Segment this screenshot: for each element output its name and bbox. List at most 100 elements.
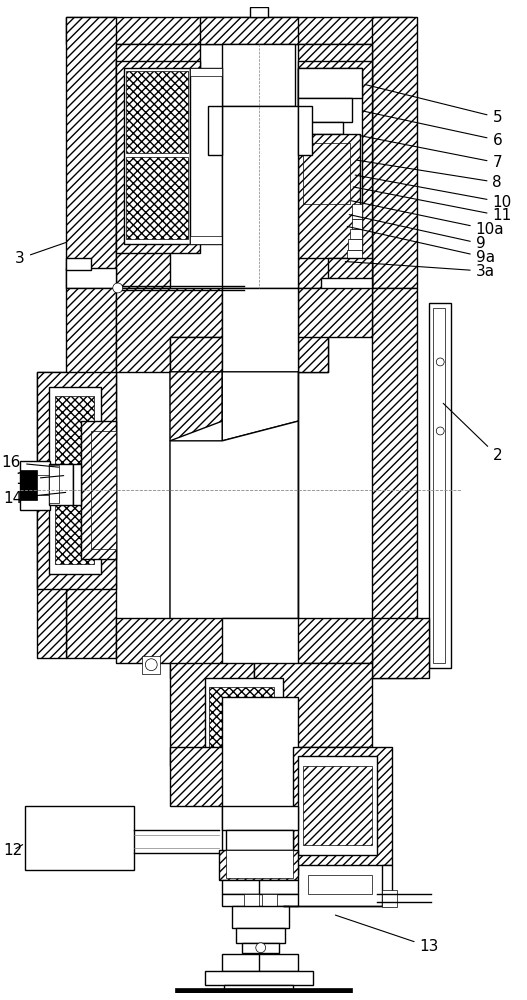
Polygon shape — [298, 288, 372, 372]
Polygon shape — [293, 747, 392, 865]
Bar — [347, 250, 362, 260]
Polygon shape — [116, 61, 200, 253]
Bar — [350, 229, 362, 239]
Bar — [298, 122, 343, 134]
Bar — [222, 697, 298, 875]
Bar — [222, 954, 262, 971]
Polygon shape — [284, 865, 392, 906]
Polygon shape — [91, 431, 116, 549]
Bar — [244, 894, 259, 906]
Bar — [242, 943, 279, 953]
Bar — [48, 465, 58, 503]
Text: 13: 13 — [335, 915, 439, 954]
Polygon shape — [66, 17, 412, 44]
Text: 2: 2 — [443, 403, 502, 463]
Bar — [66, 268, 116, 288]
Polygon shape — [190, 68, 222, 244]
Circle shape — [436, 427, 444, 435]
Circle shape — [436, 358, 444, 366]
Polygon shape — [372, 17, 416, 288]
Polygon shape — [222, 372, 298, 441]
Polygon shape — [303, 766, 372, 845]
Bar — [259, 880, 298, 894]
Bar — [142, 656, 160, 674]
Bar — [66, 258, 91, 270]
Circle shape — [256, 943, 266, 953]
Polygon shape — [298, 756, 377, 855]
Polygon shape — [298, 61, 372, 288]
Bar — [25, 806, 133, 870]
Bar — [204, 971, 313, 985]
Bar — [348, 239, 362, 250]
Polygon shape — [116, 106, 170, 288]
Polygon shape — [298, 337, 328, 372]
Bar — [20, 470, 37, 500]
Bar — [190, 236, 222, 244]
Polygon shape — [48, 387, 101, 574]
Polygon shape — [254, 663, 372, 766]
Bar — [222, 106, 298, 288]
Text: 8: 8 — [357, 160, 502, 190]
Bar — [222, 806, 298, 830]
Polygon shape — [372, 618, 430, 678]
Text: 5: 5 — [365, 84, 502, 125]
Bar — [48, 464, 73, 505]
Text: 6: 6 — [363, 111, 502, 148]
Bar — [298, 68, 362, 98]
Polygon shape — [66, 17, 116, 288]
Polygon shape — [55, 396, 94, 564]
Text: 16: 16 — [2, 455, 58, 470]
Polygon shape — [170, 747, 372, 806]
Bar — [298, 106, 312, 155]
Polygon shape — [116, 618, 372, 678]
Bar — [219, 850, 298, 880]
Circle shape — [113, 283, 123, 293]
Bar — [222, 44, 295, 106]
Bar — [175, 988, 353, 993]
Polygon shape — [170, 421, 298, 658]
Polygon shape — [372, 288, 416, 678]
Polygon shape — [125, 157, 188, 239]
Bar — [382, 890, 397, 907]
Polygon shape — [303, 143, 350, 204]
Bar — [298, 98, 353, 122]
Bar — [170, 372, 298, 663]
Bar — [262, 894, 277, 906]
Text: 7: 7 — [360, 136, 502, 170]
Text: 9a: 9a — [347, 226, 495, 265]
Bar — [250, 7, 268, 17]
Polygon shape — [298, 68, 362, 253]
Polygon shape — [170, 372, 222, 441]
Text: 10: 10 — [355, 175, 512, 210]
Bar — [321, 278, 372, 290]
Bar — [222, 894, 298, 906]
Text: 15: 15 — [16, 472, 64, 487]
Polygon shape — [328, 258, 372, 288]
Polygon shape — [81, 421, 116, 559]
Polygon shape — [200, 17, 298, 44]
Polygon shape — [204, 678, 284, 756]
Polygon shape — [37, 372, 116, 589]
Bar — [353, 219, 362, 229]
Bar — [37, 475, 48, 495]
Bar — [190, 68, 222, 76]
Polygon shape — [328, 106, 372, 288]
Text: 11: 11 — [353, 187, 512, 223]
Circle shape — [145, 659, 157, 671]
Bar — [308, 875, 372, 894]
Polygon shape — [298, 134, 360, 258]
Polygon shape — [116, 44, 200, 106]
Bar — [232, 906, 289, 928]
Bar — [433, 308, 445, 663]
Polygon shape — [124, 68, 190, 244]
Bar — [222, 880, 262, 894]
Bar — [226, 850, 293, 878]
Text: 9: 9 — [349, 215, 485, 251]
Text: 14: 14 — [4, 491, 66, 506]
Polygon shape — [116, 288, 222, 372]
Bar — [259, 954, 298, 971]
Bar — [225, 985, 293, 993]
Polygon shape — [37, 372, 66, 658]
Bar — [236, 928, 286, 943]
Bar — [222, 618, 298, 697]
